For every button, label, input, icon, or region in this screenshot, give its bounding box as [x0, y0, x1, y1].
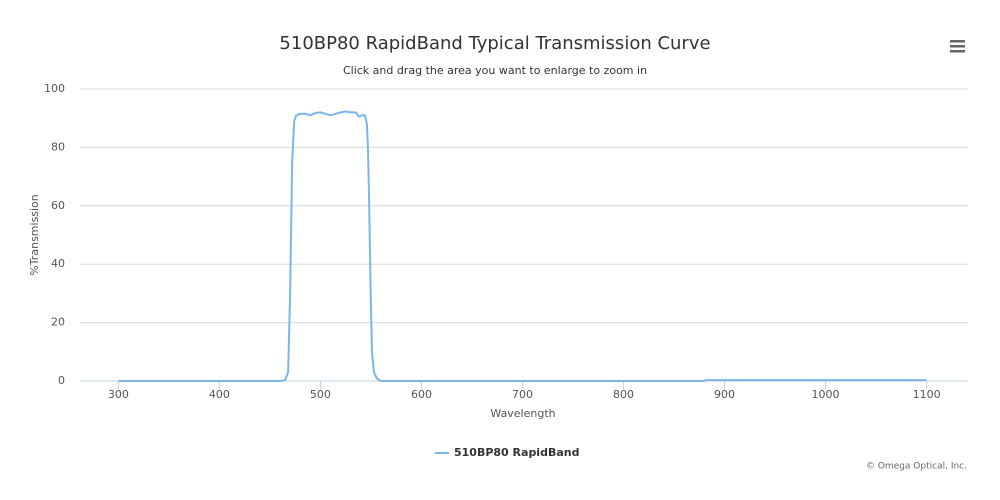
- x-tick-label: 400: [209, 388, 230, 401]
- legend-label: 510BP80 RapidBand: [454, 446, 579, 459]
- series-line: [118, 110, 927, 382]
- x-tick-label: 600: [411, 388, 432, 401]
- menu-bar: [950, 50, 965, 53]
- chart-title: 510BP80 RapidBand Typical Transmission C…: [279, 33, 710, 54]
- y-tick-label: 100: [44, 82, 65, 95]
- credit: © Omega Optical, Inc.: [866, 462, 967, 472]
- y-axis-title: %Transmission: [28, 194, 41, 276]
- y-tick-label: 40: [51, 257, 65, 270]
- y-tick-label: 80: [51, 140, 65, 153]
- x-tick-label: 500: [310, 388, 331, 401]
- menu-button[interactable]: [950, 40, 965, 53]
- y-tick-label: 0: [58, 374, 65, 387]
- x-tick-label: 1100: [913, 388, 941, 401]
- x-tick-label: 900: [714, 388, 735, 401]
- y-tick-label: 20: [51, 316, 65, 329]
- chart-subtitle: Click and drag the area you want to enla…: [343, 64, 647, 77]
- menu-bar: [950, 45, 965, 48]
- menu-bar: [950, 40, 965, 43]
- y-tick-label: 60: [51, 199, 65, 212]
- x-tick-label: 300: [108, 388, 129, 401]
- x-axis-title: Wavelength: [490, 407, 555, 420]
- x-tick-label: 700: [512, 388, 533, 401]
- x-tick-label: 800: [613, 388, 634, 401]
- x-tick-label: 1000: [812, 388, 840, 401]
